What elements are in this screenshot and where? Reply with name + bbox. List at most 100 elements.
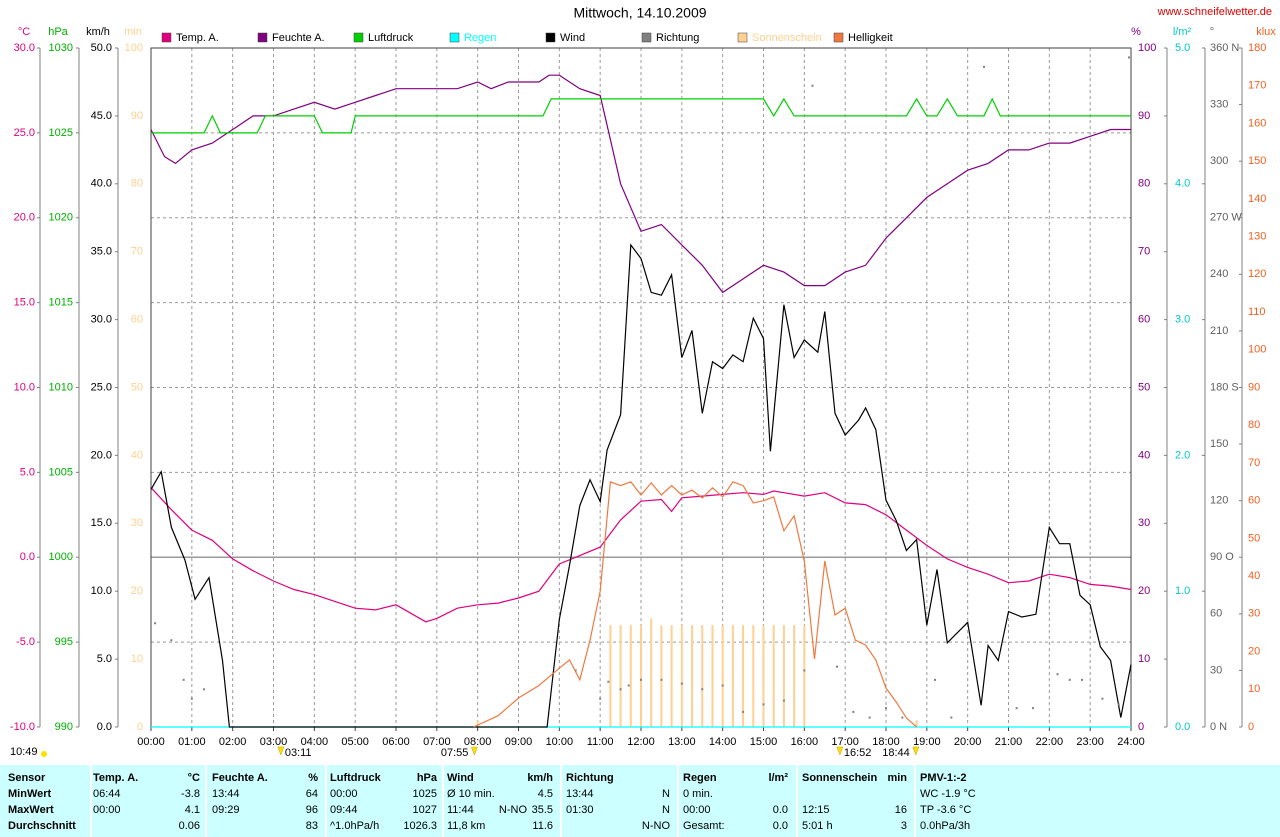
y-tick-label: 90 [131, 110, 143, 122]
y-tick-label: 120 [1210, 495, 1228, 507]
sunshine-bar [691, 625, 694, 727]
table-cell: 5:01 h [802, 820, 833, 832]
table-cell: 0.06 [178, 820, 200, 832]
column-separator [325, 765, 327, 837]
table-cell: 09:29 [212, 804, 240, 816]
direction-dot [811, 84, 814, 87]
table-cell: 64 [305, 788, 318, 800]
table-cell: Sensor [8, 772, 46, 784]
y-tick-label: 15.0 [14, 297, 35, 309]
y-tick-label: 1.0 [1175, 585, 1190, 597]
legend-label: Wind [560, 32, 585, 44]
y-tick-label: 990 [55, 721, 73, 733]
y-tick-label: 30 [1210, 664, 1222, 676]
direction-dot [868, 716, 871, 719]
y-tick-label: 20 [1248, 645, 1260, 657]
y-tick-label: 2.0 [1175, 449, 1190, 461]
legend-swatch [545, 32, 556, 43]
y-tick-label: 35.0 [91, 246, 112, 258]
y-tick-label: 1025 [49, 127, 73, 139]
direction-dot [1081, 678, 1083, 681]
y-tick-label: 60 [1210, 608, 1222, 620]
table-cell: 16 [894, 804, 907, 816]
y-tick-label: 180 S [1210, 381, 1239, 393]
direction-dot [983, 65, 985, 68]
legend-swatch [641, 32, 652, 43]
table-cell: 09:44 [330, 804, 358, 816]
table-cell: % [308, 772, 318, 784]
direction-dot [742, 710, 745, 713]
x-tick-label: 17:00 [831, 736, 859, 748]
sunshine-bar [915, 720, 918, 727]
column-separator [677, 765, 679, 837]
axis-unit: % [1131, 26, 1141, 38]
sun-time: 18:44 [882, 747, 910, 759]
y-tick-label: 10 [1138, 653, 1150, 665]
direction-dot [701, 688, 704, 691]
direction-dot [836, 665, 838, 668]
y-tick-label: 60 [131, 314, 143, 326]
direction-dot [599, 697, 602, 700]
direction-dot [574, 669, 577, 672]
table-cell: Sonnenschein [802, 772, 878, 784]
y-tick-label: 40 [1248, 570, 1260, 582]
direction-dot [1032, 707, 1034, 710]
y-tick-label: 20.0 [14, 212, 35, 224]
y-tick-label: 0 [1248, 721, 1254, 733]
sunshine-bar [680, 625, 683, 727]
y-tick-label: 30.0 [14, 42, 35, 54]
x-tick-label: 05:00 [341, 736, 369, 748]
y-tick-label: -5.0 [16, 636, 35, 648]
x-tick-label: 10:00 [546, 736, 574, 748]
series-line [150, 74, 1131, 294]
x-tick-label: 11:00 [587, 736, 614, 748]
y-tick-label: 130 [1248, 231, 1266, 243]
sun-marker [912, 746, 920, 756]
sunshine-bar [752, 625, 755, 727]
y-tick-label: 1000 [49, 551, 73, 563]
y-tick-label: 5.0 [97, 653, 112, 665]
sunshine-bar [782, 625, 785, 727]
y-tick-label: 330 [1210, 98, 1228, 110]
column-separator [914, 765, 916, 837]
table-cell: N [662, 788, 670, 800]
y-tick-label: 45.0 [91, 110, 112, 122]
x-tick-label: 02:00 [219, 736, 247, 748]
y-tick-label: 180 [1248, 42, 1266, 54]
x-tick-label: 14:00 [709, 736, 737, 748]
y-tick-label: 360 N [1210, 42, 1239, 54]
y-tick-label: 120 [1248, 268, 1266, 280]
table-cell: 06:44 [93, 788, 121, 800]
legend-swatch [353, 32, 364, 43]
y-tick-label: 4.0 [1175, 178, 1190, 190]
table-cell: TP -3.6 °C [920, 804, 972, 816]
direction-dot [901, 716, 904, 719]
day-length: 10:49 [10, 746, 38, 758]
y-tick-label: 1030 [49, 42, 73, 54]
axis-unit: hPa [48, 26, 68, 38]
direction-dot [680, 682, 683, 685]
table-cell: 00:00 [683, 804, 711, 816]
chart-title: Mittwoch, 14.10.2009 [573, 5, 706, 21]
y-tick-label: 5.0 [20, 466, 35, 478]
y-tick-label: 100 [1138, 42, 1156, 54]
table-cell: 1027 [412, 804, 437, 816]
direction-dot [182, 678, 185, 681]
axis-unit: ° [1210, 26, 1214, 38]
sunshine-bar [609, 625, 612, 727]
y-tick-label: 30.0 [91, 314, 112, 326]
y-tick-label: 20.0 [91, 449, 112, 461]
series-line [151, 97, 1131, 134]
sunshine-bar [670, 625, 673, 727]
direction-dot [803, 669, 806, 672]
sunshine-bar [640, 625, 642, 727]
source: www.schneifelwetter.de [1157, 6, 1272, 18]
y-tick-label: 0 [137, 721, 143, 733]
table-cell: 01:30 [566, 804, 594, 816]
y-tick-label: 80 [1138, 178, 1150, 190]
direction-dot [762, 703, 765, 706]
y-tick-label: 10.0 [91, 585, 112, 597]
sunshine-bar [762, 625, 765, 727]
direction-dot [782, 699, 785, 702]
legend-label: Feuchte A. [272, 32, 325, 44]
